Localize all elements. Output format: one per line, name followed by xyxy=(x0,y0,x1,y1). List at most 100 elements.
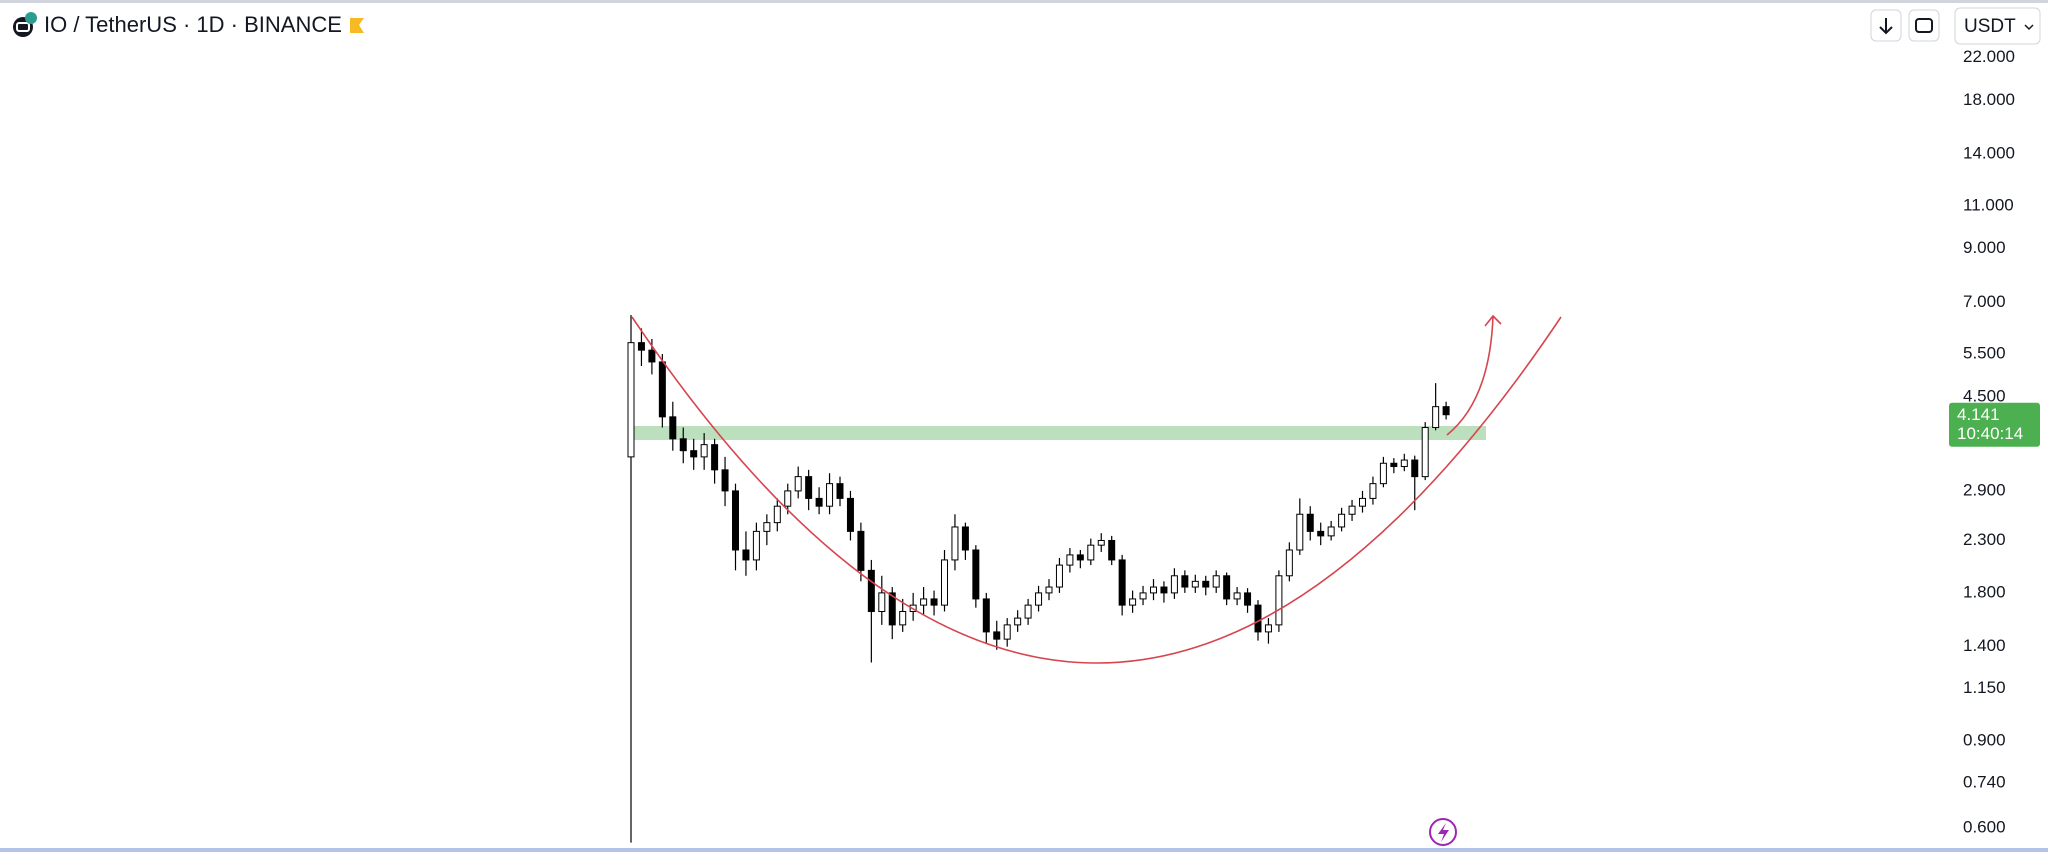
candle-body xyxy=(1442,406,1450,416)
candle-body xyxy=(1150,586,1157,594)
candle-body xyxy=(637,342,645,351)
alert-icon[interactable] xyxy=(1429,818,1457,846)
candle-body xyxy=(899,611,907,626)
candle-body xyxy=(1327,526,1335,537)
candle-body xyxy=(1066,554,1074,566)
candle-body xyxy=(1338,513,1346,528)
candle-body xyxy=(1014,617,1022,626)
candles xyxy=(627,315,1450,843)
candle-body xyxy=(1306,513,1314,532)
candle-body xyxy=(836,483,844,499)
candle-body xyxy=(773,505,781,524)
candle-body xyxy=(1035,592,1043,606)
candle-body xyxy=(648,349,656,363)
candle-body xyxy=(752,530,760,561)
breakout-arrow xyxy=(1446,314,1502,436)
y-tick-label: 0.900 xyxy=(1963,731,2006,750)
candle-body xyxy=(1045,586,1053,594)
candle-body xyxy=(1160,586,1168,594)
candle-body xyxy=(826,483,834,507)
candle-body xyxy=(1055,564,1063,588)
y-tick-label: 4.500 xyxy=(1963,386,2006,405)
candle-body xyxy=(669,416,677,440)
candle-body xyxy=(1254,604,1262,633)
candle-body xyxy=(1421,427,1429,478)
flag-icon xyxy=(350,18,364,33)
candle-body xyxy=(1244,592,1252,606)
candle-body xyxy=(742,549,750,561)
candle-body xyxy=(1129,598,1137,606)
candle-body xyxy=(784,490,792,507)
y-tick-label: 1.800 xyxy=(1963,582,2006,601)
candle-body xyxy=(1400,459,1408,468)
cup-curve xyxy=(631,316,1562,664)
candle-body xyxy=(1233,592,1241,600)
candle-body xyxy=(815,497,823,507)
download-button[interactable] xyxy=(1870,9,1902,42)
candle-body xyxy=(941,559,948,606)
candle-body xyxy=(794,476,802,492)
candle-body xyxy=(1296,513,1304,551)
currency-label: USDT xyxy=(1964,16,2016,37)
candle-body xyxy=(1181,575,1189,588)
candle-body xyxy=(690,450,698,458)
candle-body xyxy=(1390,462,1398,468)
candle-body xyxy=(1202,580,1210,588)
candle-body xyxy=(700,444,708,458)
y-tick-label: 9.000 xyxy=(1963,238,2006,257)
candle-body xyxy=(1076,554,1084,561)
candle-body xyxy=(972,549,980,600)
candle-body xyxy=(961,526,969,551)
candle-body xyxy=(1359,497,1366,507)
candle-body xyxy=(627,342,635,458)
y-tick-label: 0.600 xyxy=(1963,817,2006,836)
currency-dropdown[interactable]: USDT xyxy=(1954,7,2041,45)
candle-body xyxy=(888,592,896,626)
candle-body xyxy=(1087,544,1095,561)
candle-body xyxy=(805,476,813,499)
y-tick-label: 2.300 xyxy=(1963,530,2006,549)
resistance-zone xyxy=(631,426,1486,440)
candle-body xyxy=(1118,559,1126,606)
price-tag-label: 4.141 xyxy=(1957,405,2000,424)
candle-body xyxy=(679,438,687,452)
candle-body xyxy=(1223,575,1231,600)
candle-body xyxy=(1411,459,1419,478)
candle-body xyxy=(1003,624,1011,640)
y-tick-label: 7.000 xyxy=(1963,292,2006,311)
y-tick-label: 0.740 xyxy=(1963,772,2006,791)
y-tick-label: 14.000 xyxy=(1963,144,2015,163)
countdown-label: 10:40:14 xyxy=(1957,424,2023,443)
candle-body xyxy=(857,530,865,571)
candle-body xyxy=(721,469,729,492)
candle-body xyxy=(1170,575,1178,594)
candle-body xyxy=(1097,539,1105,546)
y-tick-label: 5.500 xyxy=(1963,344,2006,363)
candle-body xyxy=(920,598,928,606)
candle-body xyxy=(846,497,854,532)
candle-body xyxy=(1139,592,1147,600)
candle-body xyxy=(1348,505,1356,515)
y-tick-label: 1.400 xyxy=(1963,636,2006,655)
candle-body xyxy=(1432,406,1440,429)
candle-body xyxy=(1369,483,1377,499)
candle-body xyxy=(1379,462,1387,485)
bottom-border xyxy=(0,848,2048,852)
candle-body xyxy=(763,522,771,532)
candle-body xyxy=(711,444,719,471)
y-tick-label: 2.900 xyxy=(1963,480,2006,499)
candle-body xyxy=(1317,530,1325,537)
price-tag xyxy=(1949,402,2040,447)
candle-body xyxy=(867,569,875,613)
candle-body xyxy=(982,598,990,633)
candle-body xyxy=(1108,539,1116,561)
symbol-icon xyxy=(13,12,37,37)
candle-body xyxy=(993,631,1001,640)
candle-body xyxy=(1285,549,1293,577)
candle-body xyxy=(732,490,739,551)
candle-body xyxy=(1212,575,1220,588)
top-border xyxy=(0,0,2048,3)
fullscreen-button[interactable] xyxy=(1908,9,1940,42)
y-tick-label: 11.000 xyxy=(1963,195,2014,214)
